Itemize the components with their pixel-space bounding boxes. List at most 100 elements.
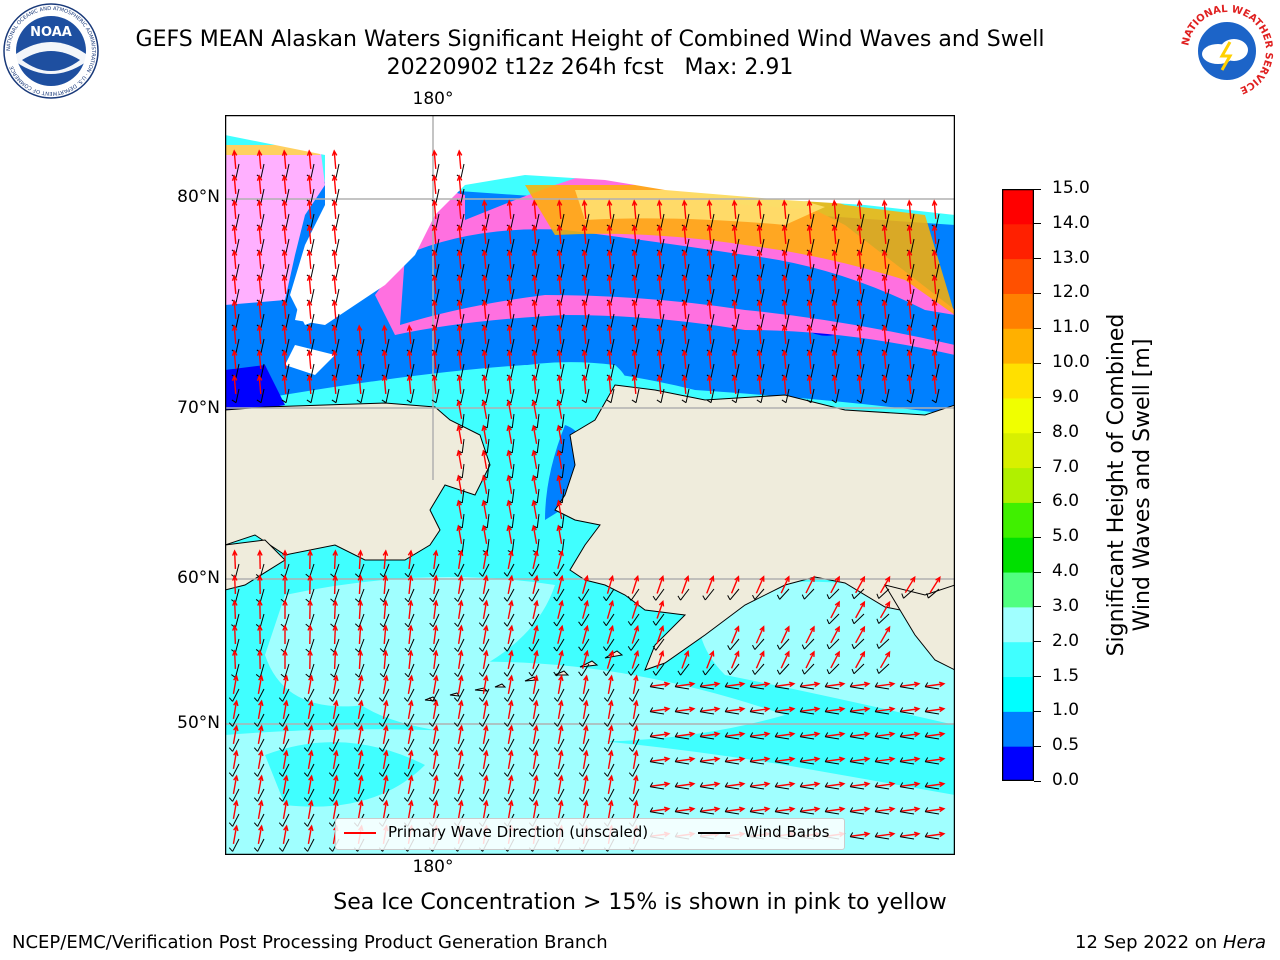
- wind-barb-feather: [628, 797, 633, 802]
- wind-barb-feather: [749, 782, 754, 788]
- wind-barb-staff: [435, 213, 440, 228]
- wind-barb-staff: [878, 613, 890, 624]
- wave-direction-arrow: [608, 300, 612, 320]
- wave-direction-arrowhead: [257, 599, 263, 606]
- wave-direction-arrowhead: [306, 274, 313, 281]
- wave-direction-arrowhead: [508, 599, 514, 607]
- wave-direction-arrow: [632, 726, 638, 744]
- wave-direction-arrowhead: [308, 799, 314, 807]
- wave-direction-arrow: [233, 625, 237, 645]
- wave-direction-arrow: [232, 751, 238, 769]
- wave-direction-arrowhead: [556, 224, 563, 231]
- wind-barb-staff: [358, 563, 365, 578]
- wave-direction-arrowhead: [809, 625, 815, 632]
- wave-direction-arrow: [830, 626, 840, 644]
- wind-barb-staff: [750, 686, 765, 690]
- wind-barb-staff: [333, 563, 340, 578]
- wave-direction-arrow: [933, 375, 937, 395]
- wave-direction-arrowhead: [788, 756, 796, 763]
- wind-barb-feather: [330, 598, 335, 603]
- wave-direction-arrowhead: [256, 199, 263, 206]
- wind-barb-staff: [435, 238, 440, 253]
- wind-barb-feather: [801, 669, 805, 675]
- wind-barb-feather: [677, 670, 681, 676]
- wind-barb-staff: [561, 438, 565, 453]
- wind-barb-staff: [510, 388, 515, 403]
- wave-direction-arrow: [656, 651, 664, 669]
- wave-direction-arrow: [850, 708, 870, 712]
- wave-direction-arrowhead: [931, 224, 938, 231]
- wave-direction-arrow: [232, 726, 238, 744]
- wave-direction-arrow: [808, 250, 812, 270]
- wind-barb-feather: [628, 722, 633, 727]
- wind-barb-feather: [454, 597, 459, 602]
- wave-direction-arrow: [532, 451, 538, 469]
- wind-barb-staff: [903, 588, 915, 599]
- wave-direction-arrow: [308, 200, 312, 220]
- wave-direction-arrowhead: [756, 349, 763, 356]
- wind-barb-staff: [585, 388, 590, 403]
- wind-barb-staff: [660, 338, 665, 353]
- wave-direction-arrow: [233, 275, 237, 295]
- wave-direction-arrow: [507, 526, 513, 544]
- wave-direction-arrow: [858, 375, 862, 395]
- colorbar-tick-mark: [1034, 223, 1041, 225]
- wind-barb-staff: [232, 738, 240, 752]
- wind-barb-feather: [478, 797, 483, 802]
- wind-barb-staff: [407, 688, 415, 702]
- wave-direction-arrow: [658, 300, 662, 320]
- footer-date-text: 12 Sep 2022 on: [1075, 932, 1223, 953]
- wave-direction-arrow: [333, 650, 337, 670]
- colorbar-tick-label: 8.0: [1052, 421, 1080, 442]
- wave-direction-arrow: [433, 150, 437, 170]
- wind-barb-staff: [232, 763, 240, 777]
- wave-direction-arrow: [283, 150, 287, 170]
- wave-direction-arrow: [232, 776, 238, 794]
- wind-barb-feather: [305, 573, 310, 578]
- wave-direction-arrowhead: [558, 799, 564, 807]
- wave-direction-arrow: [508, 375, 512, 395]
- wind-barb-staff: [560, 363, 565, 378]
- land-kamchatka: [225, 539, 286, 591]
- wind-barb-feather: [353, 697, 358, 702]
- wind-barb-staff: [535, 338, 540, 353]
- wind-barb-feather: [849, 757, 854, 763]
- colorbar-tick-label: 9.0: [1052, 386, 1080, 407]
- wave-direction-arrow: [833, 375, 837, 395]
- swell-band-gulf: [698, 581, 955, 725]
- wind-barb-feather: [776, 644, 781, 650]
- wind-barb-staff: [935, 288, 940, 303]
- wind-barb-staff: [511, 513, 515, 528]
- wind-barb-feather: [503, 797, 508, 802]
- wave-direction-arrow: [830, 651, 840, 669]
- wave-direction-arrowhead: [831, 324, 838, 331]
- wind-barb-feather: [874, 682, 879, 688]
- wave-direction-arrowhead: [856, 324, 863, 331]
- wind-barb-staff: [775, 786, 790, 790]
- wave-direction-arrowhead: [533, 649, 539, 657]
- wave-direction-arrowhead: [658, 624, 665, 632]
- wave-direction-arrow: [457, 451, 463, 469]
- wind-barb-feather: [478, 647, 483, 652]
- wave-direction-arrow: [233, 375, 237, 395]
- wave-direction-arrowhead: [938, 756, 946, 763]
- wave-direction-arrowhead: [606, 199, 613, 206]
- wave-direction-arrowhead: [383, 799, 389, 807]
- wave-direction-arrow: [533, 325, 537, 345]
- wind-barb-staff: [232, 713, 240, 727]
- wind-barb-staff: [825, 811, 840, 815]
- wind-barb-staff: [536, 513, 540, 528]
- wind-barb-feather: [503, 597, 508, 602]
- wave-direction-arrowhead: [558, 624, 564, 632]
- wave-direction-arrow: [607, 676, 613, 694]
- wave-direction-arrowhead: [631, 199, 638, 206]
- wave-direction-arrowhead: [583, 774, 589, 782]
- wave-direction-arrow: [708, 300, 712, 320]
- wind-barb-staff: [655, 663, 665, 676]
- colorbar-tick-label: 11.0: [1052, 317, 1090, 338]
- wave-direction-arrow: [508, 350, 512, 370]
- wave-direction-arrow: [458, 250, 462, 270]
- wave-direction-arrowhead: [906, 249, 913, 256]
- wind-barb-feather: [578, 747, 583, 752]
- wind-barb-staff: [560, 388, 565, 403]
